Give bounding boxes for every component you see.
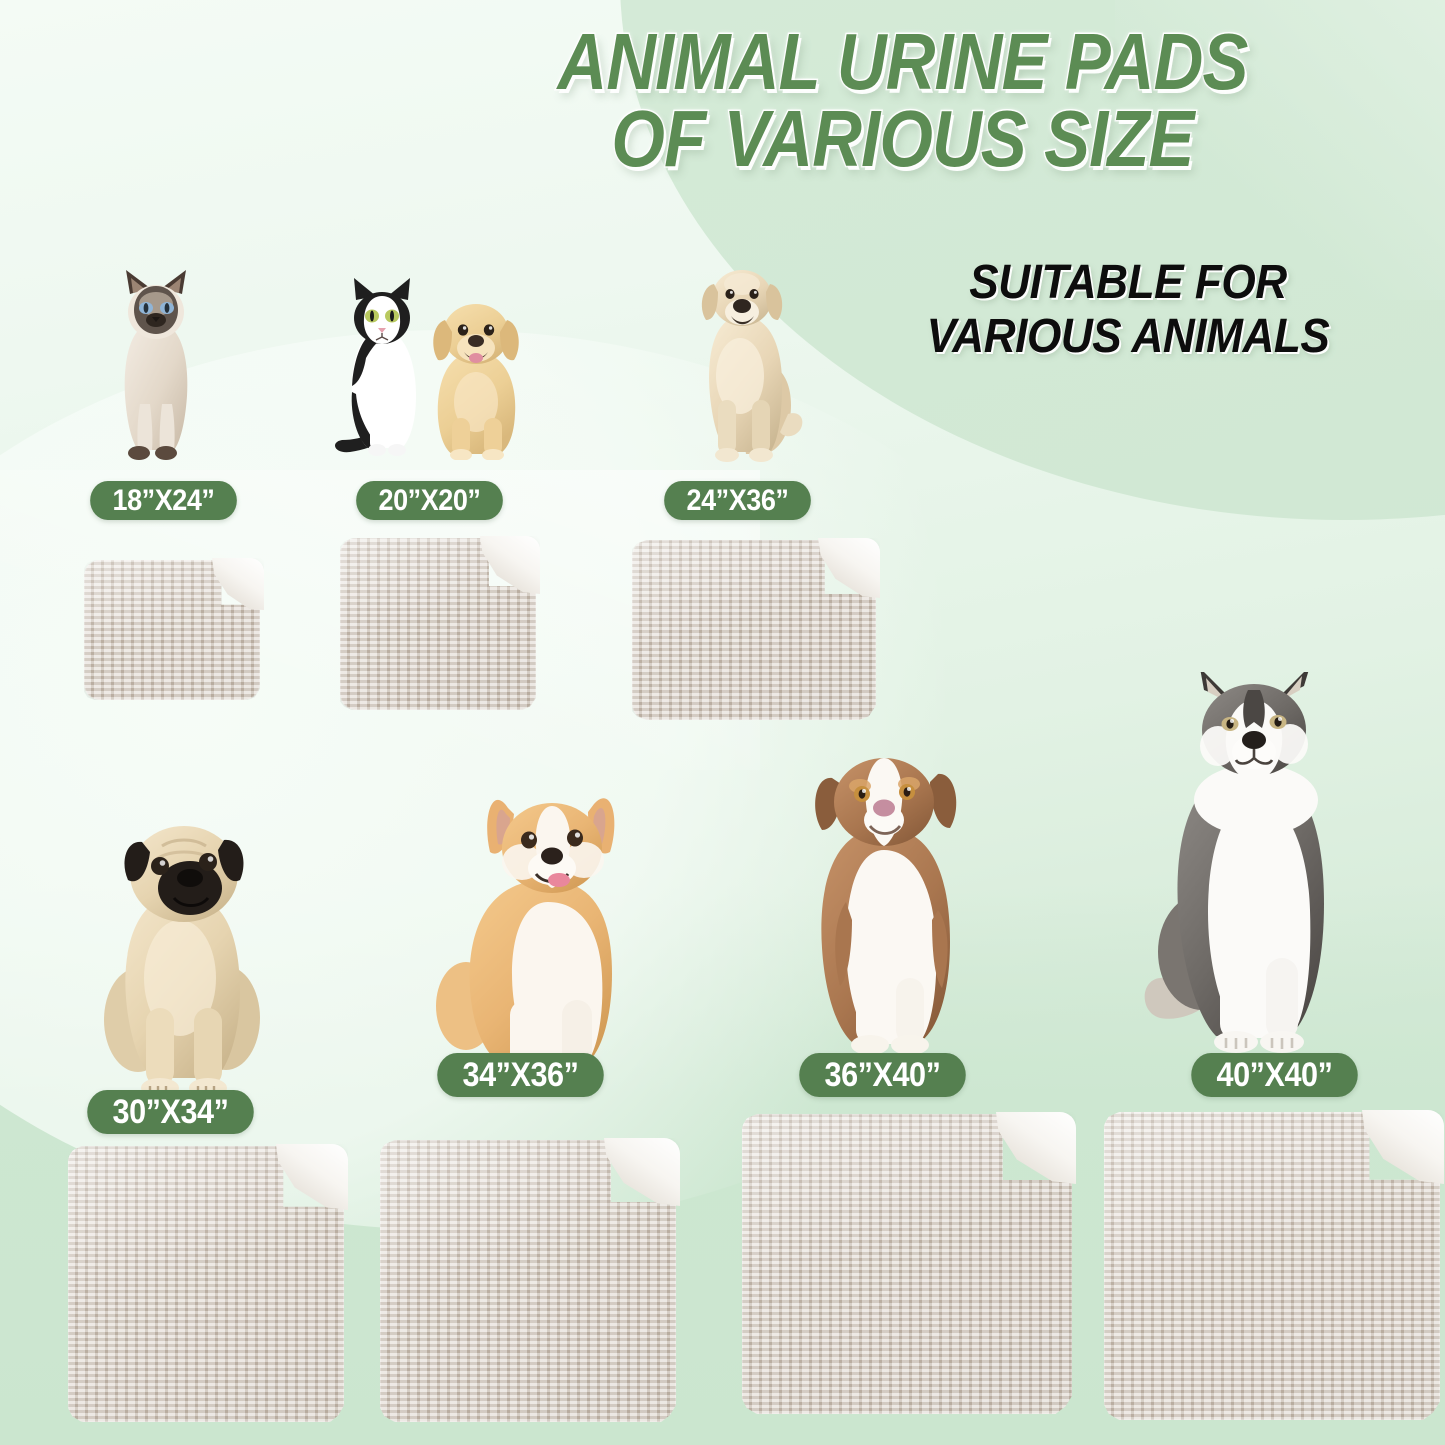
size-pill-18x24[interactable]: 18”X24” — [90, 481, 237, 520]
pad-folded-corner — [996, 1112, 1076, 1184]
size-pill-label: 30”X34” — [112, 1092, 229, 1131]
page-title: ANIMAL URINE PADS OF VARIOUS SIZE — [453, 17, 1352, 183]
pad-30x34 — [68, 1144, 348, 1422]
animal-corgi — [436, 784, 634, 1084]
size-pill-label: 18”X24” — [112, 483, 215, 517]
animal-tuxedo-cat — [330, 274, 434, 460]
pad-surface — [1104, 1112, 1440, 1420]
size-pill-label: 20”X20” — [378, 483, 481, 517]
page-subtitle-line-2: VARIOUS ANIMALS — [926, 309, 1330, 363]
pad-36x40 — [742, 1112, 1076, 1414]
animal-australian-shepherd — [792, 742, 976, 1060]
animal-labrador-puppy — [418, 290, 534, 460]
size-pill-36x40[interactable]: 36”X40” — [799, 1053, 966, 1097]
page-title-line-2: OF VARIOUS SIZE — [610, 93, 1196, 183]
pad-folded-corner — [480, 536, 540, 594]
pad-24x36 — [632, 538, 880, 720]
page-title-line-1: ANIMAL URINE PADS — [556, 17, 1249, 106]
size-pill-label: 34”X36” — [462, 1055, 579, 1094]
pad-surface — [742, 1114, 1072, 1414]
pad-folded-corner — [1362, 1110, 1444, 1184]
size-pill-label: 36”X40” — [824, 1055, 941, 1094]
animal-siberian-husky — [1138, 672, 1356, 1058]
pad-34x36 — [380, 1138, 680, 1422]
pad-18x24 — [84, 558, 264, 700]
pad-folded-corner — [276, 1144, 348, 1210]
page-subtitle-line-1: SUITABLE FOR — [969, 256, 1287, 309]
animal-siamese-cat — [106, 264, 206, 464]
pad-20x20 — [340, 536, 540, 710]
page-subtitle: SUITABLE FOR VARIOUS ANIMALS — [852, 256, 1404, 364]
pad-folded-corner — [604, 1138, 680, 1206]
background-wedge — [1115, 0, 1445, 300]
size-pill-label: 24”X36” — [686, 483, 789, 517]
size-pill-30x34[interactable]: 30”X34” — [87, 1090, 254, 1134]
size-pill-20x20[interactable]: 20”X20” — [356, 481, 503, 520]
animal-tan-labrador — [684, 258, 808, 466]
size-pill-34x36[interactable]: 34”X36” — [437, 1053, 604, 1097]
animal-pug — [92, 816, 272, 1106]
pad-folded-corner — [818, 538, 880, 598]
size-pill-label: 40”X40” — [1216, 1055, 1333, 1094]
size-pill-40x40[interactable]: 40”X40” — [1191, 1053, 1358, 1097]
pad-40x40 — [1104, 1110, 1444, 1420]
size-pill-24x36[interactable]: 24”X36” — [664, 481, 811, 520]
